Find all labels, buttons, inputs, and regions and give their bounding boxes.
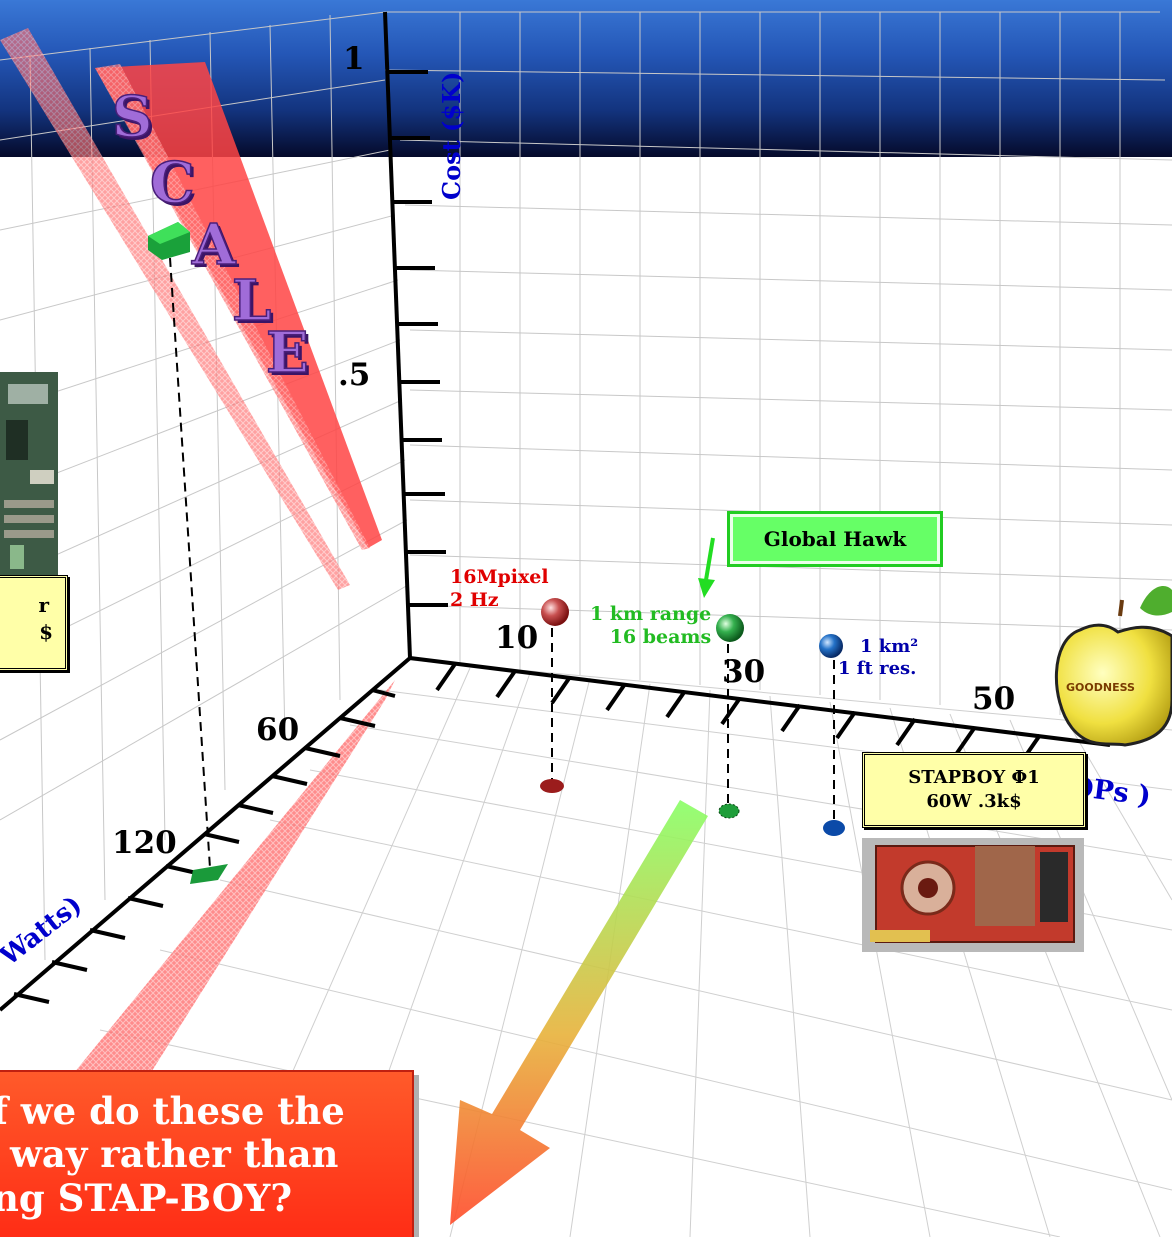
motherboard-callout: r $ xyxy=(0,575,68,671)
floor-grid xyxy=(99,659,1172,1237)
power-tick-120: 120 xyxy=(112,825,177,861)
scale-bars xyxy=(0,28,395,1090)
scale-letter-c: C xyxy=(149,149,195,217)
graphics-card-image xyxy=(862,838,1084,952)
question-callout: f we do these the way rather than ng STA… xyxy=(0,1070,414,1237)
question-line-2: way rather than xyxy=(10,1132,339,1177)
cost-tick-1: 1 xyxy=(343,41,365,77)
cost-tick-half: .5 xyxy=(338,357,371,393)
speed-tick-50: 50 xyxy=(972,681,1016,717)
goodness-arrow xyxy=(450,800,708,1225)
sphere-drop-lines xyxy=(551,628,835,822)
goodness-apple xyxy=(1055,585,1172,747)
scale-letter-e: E xyxy=(265,319,309,387)
scale-letter-a: A xyxy=(191,211,236,279)
power-tick-60: 60 xyxy=(256,712,300,748)
speed-tick-30: 30 xyxy=(722,654,766,690)
point-label-1km2: 1 km² 1 ft res. xyxy=(838,636,919,679)
green-sphere xyxy=(716,614,744,642)
green-floor-shadow xyxy=(718,803,740,819)
green-cube-marker xyxy=(148,222,228,884)
global-hawk-pointer xyxy=(698,537,715,598)
global-hawk-callout: Global Hawk xyxy=(727,511,943,567)
question-line-3: ng STAP-BOY? xyxy=(0,1175,293,1220)
scale-letter-l: L xyxy=(231,267,272,335)
back-wall-grid xyxy=(384,11,1172,720)
point-label-1km-range: 1 km range 16 beams xyxy=(590,603,712,648)
axes xyxy=(0,11,1111,1012)
point-label-16mpixel: 16Mpixel 2 Hz xyxy=(450,566,549,611)
speed-tick-10: 10 xyxy=(495,620,539,656)
red-floor-shadow xyxy=(540,779,564,793)
blue-sphere xyxy=(819,634,843,658)
cost-axis-label: Cost ($K) xyxy=(437,71,466,200)
question-line-1: f we do these the xyxy=(0,1089,345,1133)
scale-letter-s: S xyxy=(111,83,153,151)
blue-floor-shadow xyxy=(823,820,845,836)
stapboy-callout: STAPBOY Φ1 60W .3k$ xyxy=(862,752,1086,828)
goodness-label: GOODNESS xyxy=(1066,681,1135,694)
motherboard-image xyxy=(0,372,58,582)
red-sphere xyxy=(541,598,569,626)
